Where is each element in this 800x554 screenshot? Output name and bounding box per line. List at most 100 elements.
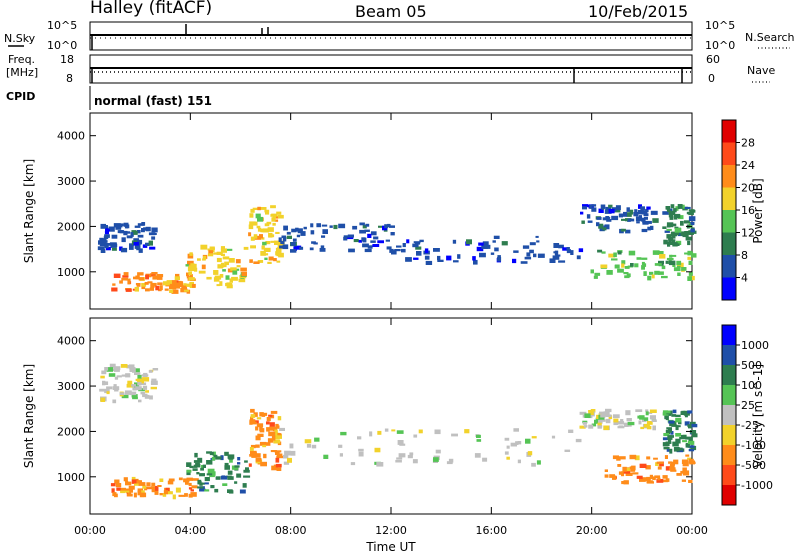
echo-cell <box>512 258 517 264</box>
x-tick-label: 04:00 <box>174 524 206 537</box>
echo-cell <box>249 447 254 451</box>
echo-cell <box>653 457 658 460</box>
echo-cell <box>243 246 249 250</box>
echo-cell <box>384 428 389 432</box>
y-tick-label: 1000 <box>57 471 85 484</box>
echo-cell <box>668 461 673 464</box>
echo-cell <box>290 242 296 246</box>
freq-unit-label: [MHz] <box>6 66 38 79</box>
echo-cell <box>109 242 117 246</box>
echo-cell <box>273 440 281 444</box>
echo-cell <box>194 267 198 272</box>
echo-cell <box>138 248 143 253</box>
echo-cell <box>566 249 571 254</box>
echo-cell <box>664 230 670 233</box>
echo-cell <box>676 265 681 271</box>
echo-cell <box>589 204 593 209</box>
echo-cell <box>638 420 642 425</box>
echo-cell <box>613 418 619 423</box>
echo-cell <box>665 415 669 421</box>
echo-cell <box>549 258 556 263</box>
echo-cell <box>320 245 325 250</box>
echo-cell <box>638 215 642 219</box>
echo-cell <box>598 223 604 229</box>
echo-cell <box>151 378 157 381</box>
echo-cell <box>237 457 241 461</box>
echo-cell <box>310 223 314 228</box>
echo-cell <box>654 263 662 266</box>
echo-cell <box>248 232 252 237</box>
echo-cell <box>186 470 191 476</box>
echo-cell <box>204 489 210 492</box>
echo-cell <box>227 470 233 475</box>
echo-cell <box>608 415 613 420</box>
echo-cell <box>533 253 537 258</box>
echo-cell <box>99 388 107 392</box>
echo-cell <box>665 206 670 209</box>
echo-cell <box>570 250 574 255</box>
echo-cell <box>201 465 204 469</box>
echo-cell <box>670 254 677 257</box>
echo-cell <box>129 243 134 247</box>
velocity-y-axis-label: Slant Range [km] <box>22 364 36 468</box>
echo-cell <box>140 391 146 395</box>
echo-cell <box>264 257 268 260</box>
echo-cell <box>124 390 132 395</box>
echo-cell <box>472 256 476 261</box>
echo-cell <box>649 409 657 413</box>
echo-cell <box>144 394 150 399</box>
echo-cell <box>370 240 376 243</box>
echo-cell <box>608 253 616 258</box>
echo-cell <box>296 234 301 238</box>
echo-cell <box>492 240 496 243</box>
echo-cell <box>668 237 674 242</box>
echo-cell <box>290 450 296 456</box>
echo-cell <box>657 466 662 470</box>
echo-cell <box>159 478 164 482</box>
colorbar-tick-label: -100 <box>741 439 766 452</box>
echo-cell <box>192 468 198 471</box>
echo-cell <box>255 458 262 462</box>
echo-cell <box>275 463 282 468</box>
echo-cell <box>186 272 190 277</box>
echo-cell <box>138 277 145 281</box>
echo-cell <box>141 285 146 290</box>
echo-cell <box>684 421 690 426</box>
echo-cell <box>275 251 281 256</box>
echo-cell <box>583 425 588 428</box>
echo-cell <box>231 465 238 470</box>
echo-cell <box>142 485 147 489</box>
echo-cell <box>211 471 216 476</box>
echo-cell <box>220 262 225 268</box>
echo-cell <box>194 452 198 458</box>
echo-cell <box>249 454 255 457</box>
echo-cell <box>151 227 158 233</box>
echo-cell <box>688 216 696 222</box>
echo-cell <box>266 427 270 432</box>
echo-cell <box>206 276 212 280</box>
echo-cell <box>448 458 454 463</box>
echo-cell <box>290 249 297 253</box>
echo-cell <box>111 234 118 239</box>
echo-cell <box>418 429 423 434</box>
echo-cell <box>634 263 639 268</box>
echo-cell <box>319 248 326 252</box>
echo-cell <box>658 271 664 275</box>
echo-cell <box>102 381 109 385</box>
echo-cell <box>197 258 201 261</box>
echo-cell <box>526 252 531 257</box>
echo-cell <box>473 259 478 265</box>
echo-cell <box>657 477 661 481</box>
echo-cell <box>634 455 640 461</box>
echo-cell <box>591 204 597 207</box>
echo-cell <box>215 456 222 460</box>
echo-cell <box>174 276 180 281</box>
echo-cell <box>175 282 183 288</box>
y-tick-label: 3000 <box>57 175 85 188</box>
echo-cell <box>250 444 256 449</box>
echo-cell <box>677 425 681 428</box>
colorbar-segment <box>722 325 736 346</box>
echo-cell <box>636 257 642 260</box>
echo-cell <box>116 375 122 378</box>
